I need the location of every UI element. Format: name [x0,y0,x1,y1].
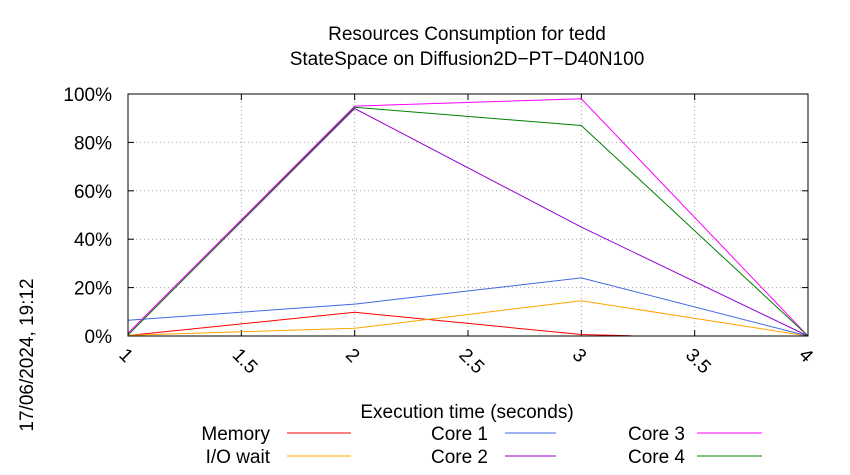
y-tick-label: 80% [74,133,112,154]
legend-label-core-3: Core 3 [628,424,685,445]
legend-label-core-1: Core 1 [431,424,488,445]
x-axis-label: Execution time (seconds) [360,402,573,423]
x-tick-label: 1.5 [228,345,262,379]
series-line-memory [127,311,632,337]
x-tick-label: 4 [794,345,817,368]
y-tick-label: 20% [74,279,112,300]
x-tick-label: 2.5 [454,345,488,379]
legend-label-core-2: Core 2 [431,447,488,468]
x-tick-label: 1 [114,345,136,367]
timestamp-label: 17/06/2024, 19:12 [17,278,38,431]
legend-label-i-o-wait: I/O wait [206,447,271,468]
x-tick-label: 3 [568,345,590,367]
plot-frame [127,93,809,337]
x-tick-label: 2 [341,345,363,367]
grid [127,93,809,337]
legend-label-memory: Memory [201,424,270,445]
series-line-core-3 [127,98,809,337]
chart-subtitle: StateSpace on Diffusion2D−PT−D40N100 [290,49,645,70]
y-tick-labels: 0% 20% 40% 60% 80% 100% [63,85,112,348]
chart-title: Resources Consumption for tedd [328,24,606,45]
y-tick-label: 0% [85,327,113,348]
series-lines [127,98,809,337]
series-line-core-1 [127,277,809,337]
series-line-i-o-wait [127,300,809,337]
y-tick-label: 60% [74,182,112,203]
legend-label-core-4: Core 4 [628,447,685,468]
x-tick-label: 3.5 [681,345,715,379]
y-tick-label: 100% [63,85,112,106]
x-tick-labels: 1 1.5 2 2.5 3 3.5 4 [114,345,817,379]
series-line-core-4 [127,106,809,337]
y-tick-label: 40% [74,230,112,251]
